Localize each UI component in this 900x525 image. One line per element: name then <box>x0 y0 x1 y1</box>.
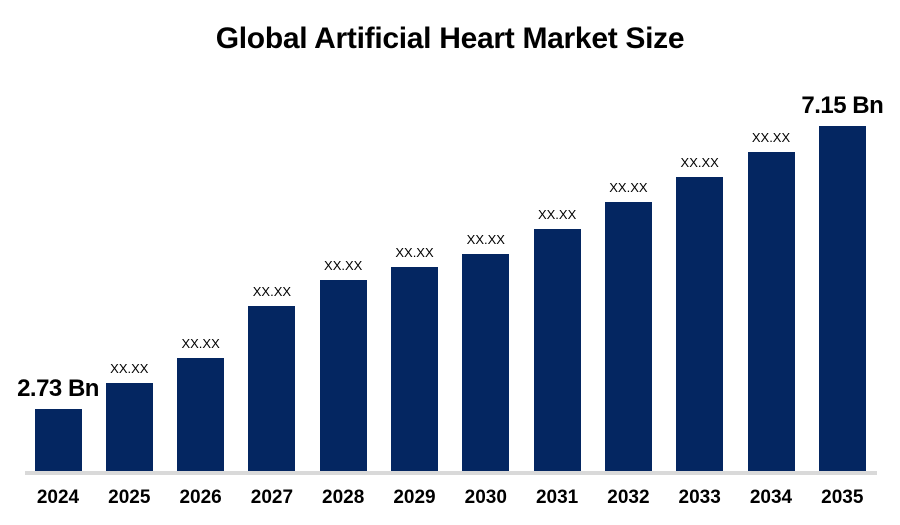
x-axis-label-2025: 2025 <box>108 487 151 508</box>
bar-value-label-2027: XX.XX <box>252 284 292 299</box>
bar-2030 <box>462 254 510 471</box>
x-axis-label-2030: 2030 <box>464 487 507 508</box>
bar-value-label-2028: XX.XX <box>324 258 363 273</box>
x-axis-label-2032: 2032 <box>607 487 650 508</box>
x-axis-label-2027: 2027 <box>250 487 294 508</box>
x-axis-label-2029: 2029 <box>393 487 436 508</box>
bar-2027 <box>248 306 296 471</box>
bar-2031 <box>533 229 581 471</box>
bar-value-label-2029: XX.XX <box>395 245 434 260</box>
bar-2032 <box>604 202 652 471</box>
x-axis-label-2024: 2024 <box>36 487 80 508</box>
x-axis-label-2034: 2034 <box>749 487 793 508</box>
bar-2024 <box>34 409 82 471</box>
bar-2029 <box>391 267 438 471</box>
bar-2035 <box>818 126 866 471</box>
x-axis-line <box>25 471 877 475</box>
bar-value-label-2030: XX.XX <box>466 232 505 247</box>
x-axis-label-2033: 2033 <box>678 487 721 508</box>
bar-2033 <box>676 177 724 471</box>
bar-value-label-2035: 7.15 Bn <box>801 92 884 119</box>
bar-2034 <box>747 152 795 471</box>
bar-value-label-2025: XX.XX <box>110 361 149 376</box>
bar-value-label-2026: XX.XX <box>181 336 220 351</box>
bar-value-label-2032: XX.XX <box>609 180 648 195</box>
bar-value-label-2024: 2.73 Bn <box>17 375 99 402</box>
bar-2026 <box>177 358 225 471</box>
x-axis-label-2026: 2026 <box>179 487 222 508</box>
x-axis-label-2031: 2031 <box>535 487 579 508</box>
chart-title: Global Artificial Heart Market Size <box>215 22 685 55</box>
bar-value-label-2034: XX.XX <box>751 130 791 145</box>
x-axis-label-2028: 2028 <box>322 487 365 508</box>
bar-value-label-2033: XX.XX <box>680 155 719 170</box>
bar-2028 <box>319 280 367 471</box>
bar-value-label-2031: XX.XX <box>537 207 577 222</box>
x-axis-label-2035: 2035 <box>821 487 864 508</box>
bar-2025 <box>105 383 153 471</box>
